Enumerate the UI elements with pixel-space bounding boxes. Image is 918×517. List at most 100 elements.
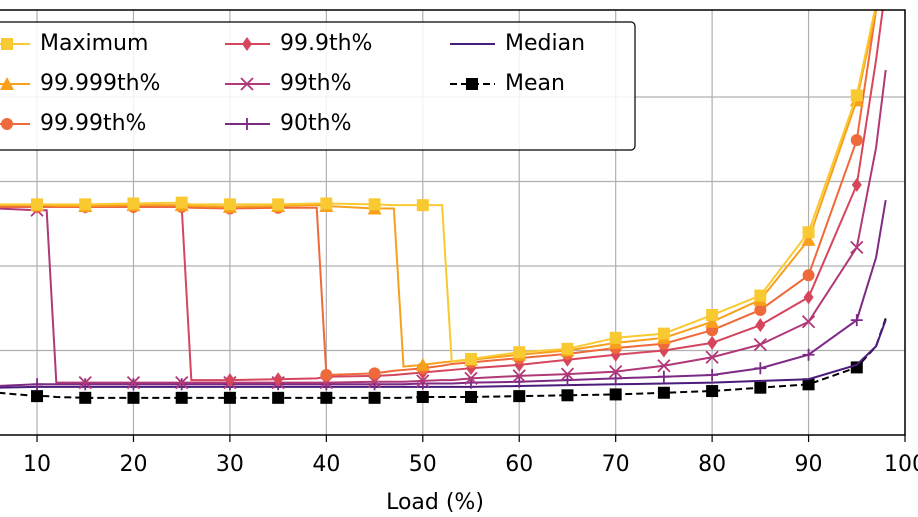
marker [79, 198, 92, 211]
legend-label: 99.99th% [40, 111, 146, 136]
marker [175, 378, 188, 391]
marker [79, 378, 92, 391]
marker [803, 290, 814, 305]
marker [609, 388, 622, 401]
legend-label: Maximum [40, 31, 148, 56]
marker [753, 337, 767, 352]
series-line [0, 10, 878, 377]
x-tick-label: 70 [602, 452, 630, 477]
marker [560, 367, 575, 381]
x-tick-label: 30 [216, 452, 244, 477]
marker [78, 375, 92, 390]
series-line [0, 10, 876, 363]
legend-frame [0, 21, 636, 151]
marker [754, 381, 767, 394]
marker [240, 77, 254, 91]
marker [802, 226, 815, 239]
x-tick-label: 40 [312, 452, 340, 477]
marker [705, 350, 719, 364]
marker [0, 77, 14, 90]
x-tick-label: 80 [698, 452, 726, 477]
marker [416, 199, 429, 212]
marker [224, 373, 235, 388]
marker [850, 134, 863, 147]
x-axis-label: Load (%) [386, 490, 484, 515]
marker [368, 367, 381, 380]
marker [31, 378, 44, 391]
marker [561, 374, 574, 387]
marker [175, 196, 188, 209]
marker [707, 335, 718, 350]
marker [850, 361, 863, 374]
x-tick-label: 10 [23, 452, 51, 477]
marker [706, 369, 719, 382]
marker [754, 289, 767, 302]
marker [609, 364, 623, 379]
marker [223, 391, 236, 404]
series-layer [0, 10, 887, 404]
marker [802, 378, 815, 391]
marker [850, 314, 863, 327]
marker [801, 232, 816, 246]
marker [175, 391, 188, 404]
marker [242, 37, 252, 51]
marker [415, 357, 430, 371]
marker [31, 390, 44, 403]
marker [657, 386, 670, 399]
plot-frame [0, 9, 906, 436]
marker [705, 314, 720, 328]
marker [561, 342, 574, 355]
series-line [0, 10, 878, 368]
marker [368, 198, 381, 211]
marker [513, 375, 526, 388]
marker [802, 269, 815, 282]
marker [31, 198, 44, 211]
legend-label: Median [505, 31, 585, 56]
marker [127, 391, 140, 404]
marker [754, 362, 767, 375]
marker [79, 391, 92, 404]
marker [657, 327, 670, 340]
marker [706, 309, 719, 322]
marker [320, 197, 333, 210]
marker [755, 318, 766, 333]
marker [175, 375, 189, 390]
marker [513, 390, 526, 403]
marker [465, 390, 478, 403]
marker [512, 369, 526, 383]
marker [223, 198, 236, 211]
marker [1, 118, 13, 130]
marker [561, 389, 574, 402]
marker [241, 118, 253, 130]
series-line [0, 319, 887, 389]
marker [609, 331, 622, 344]
series-line [0, 199, 887, 387]
series-line [0, 318, 887, 399]
marker [272, 198, 285, 211]
marker [851, 177, 862, 192]
x-tick-label: 50 [409, 452, 437, 477]
marker [416, 390, 429, 403]
legend-label: Mean [505, 71, 565, 96]
x-tick-label: 60 [505, 452, 533, 477]
marker [272, 391, 285, 404]
marker [127, 197, 140, 210]
marker [126, 375, 141, 390]
marker [850, 240, 864, 255]
marker [657, 359, 671, 373]
marker [801, 315, 816, 329]
marker [850, 89, 863, 102]
marker [657, 370, 670, 383]
legend-label: 99.9th% [280, 31, 372, 56]
x-tick-label: 20 [119, 452, 147, 477]
x-tick-label: 100 [884, 452, 918, 477]
marker [466, 78, 478, 90]
series-line [0, 69, 887, 384]
x-tick-label: 90 [795, 452, 823, 477]
marker [127, 378, 140, 391]
legend-label: 99th% [280, 71, 351, 96]
marker [320, 391, 333, 404]
marker [609, 372, 622, 385]
marker [802, 348, 815, 361]
